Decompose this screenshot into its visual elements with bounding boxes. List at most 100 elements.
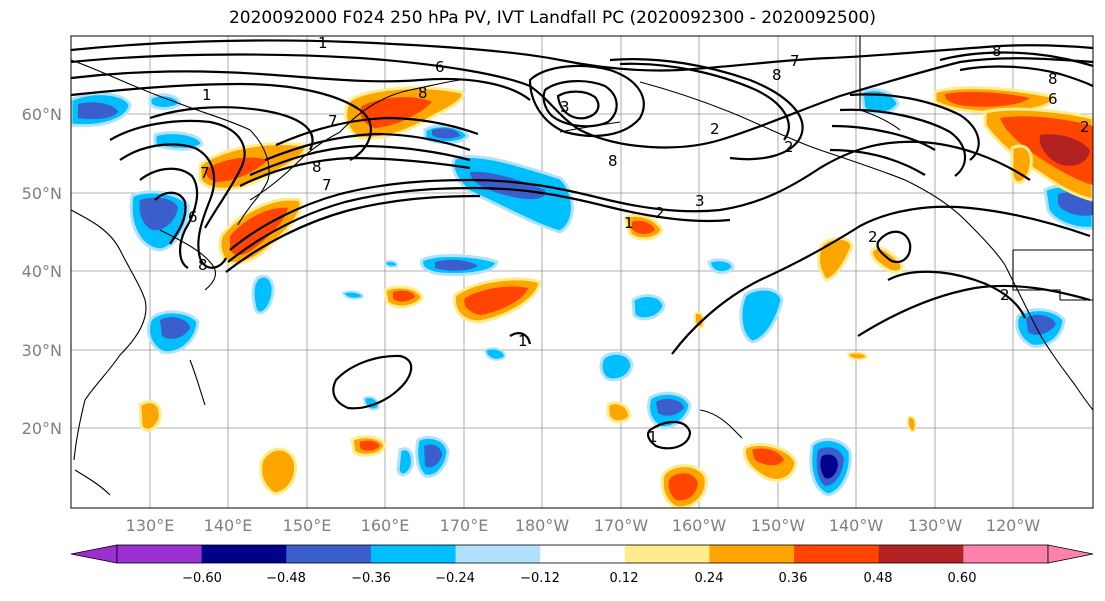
positive-anomaly-shade bbox=[360, 440, 380, 451]
negative-anomaly-shade bbox=[656, 398, 684, 416]
negative-anomaly-shade bbox=[470, 171, 546, 200]
positive-anomaly-shade bbox=[360, 97, 432, 128]
lat-label: 60°N bbox=[22, 105, 62, 124]
contour-label: 3 bbox=[695, 192, 705, 210]
negative-anomaly-shade bbox=[599, 351, 634, 382]
colorbar-segment bbox=[624, 545, 710, 563]
lon-label: 150°W bbox=[751, 516, 806, 535]
negative-anomaly-shade bbox=[251, 274, 275, 315]
negative-anomaly-shade bbox=[160, 317, 190, 339]
contour-label: 2 bbox=[1080, 118, 1090, 136]
lon-label: 120°W bbox=[986, 516, 1041, 535]
lat-label: 20°N bbox=[22, 419, 62, 438]
negative-anomaly-shade bbox=[707, 258, 735, 275]
colorbar-tick-label: −0.24 bbox=[435, 571, 475, 586]
contour-label: 2 bbox=[710, 120, 720, 138]
colorbar-tick-label: 0.60 bbox=[948, 571, 977, 586]
negative-anomaly-shade bbox=[396, 447, 414, 477]
pv-contours bbox=[71, 39, 1093, 450]
positive-anomaly-shade bbox=[632, 220, 655, 235]
colorbar-lower-extend bbox=[70, 544, 118, 564]
colorbar-segment bbox=[286, 545, 372, 563]
latitude-labels: 60°N 50°N 40°N 30°N 20°N bbox=[22, 105, 62, 438]
lon-label: 170°E bbox=[440, 516, 489, 535]
colorbar-tick-label: −0.48 bbox=[266, 571, 306, 586]
negative-anomaly-shade bbox=[341, 290, 365, 300]
contour-label: 8 bbox=[418, 84, 428, 102]
contour-label: 7 bbox=[200, 164, 210, 182]
colorbar-segment bbox=[794, 545, 880, 563]
contour-label: 1 bbox=[624, 214, 634, 232]
colorbar-tick-label: 0.36 bbox=[779, 571, 808, 586]
colorbar-segments bbox=[116, 544, 1049, 564]
contour-label: 6 bbox=[435, 58, 445, 76]
lat-label: 30°N bbox=[22, 341, 62, 360]
positive-anomaly-shade bbox=[906, 415, 917, 433]
negative-anomaly-shade bbox=[383, 260, 399, 268]
map-title: 2020092000 F024 250 hPa PV, IVT Landfall… bbox=[228, 8, 876, 28]
colorbar-tick-label: −0.12 bbox=[520, 571, 560, 586]
lat-label: 40°N bbox=[22, 262, 62, 281]
colorbar-segment bbox=[963, 545, 1049, 563]
contour-label: 8 bbox=[772, 66, 782, 84]
lon-label: 150°E bbox=[283, 516, 332, 535]
colorbar-segment bbox=[201, 545, 287, 563]
contour-label: 7 bbox=[328, 112, 338, 130]
negative-anomaly-shade bbox=[631, 293, 666, 321]
lon-label: 180°W bbox=[515, 516, 570, 535]
negative-anomaly-shade bbox=[483, 347, 507, 361]
contour-label: 8 bbox=[198, 256, 208, 274]
lon-label: 140°E bbox=[204, 516, 253, 535]
contour-label: 2 bbox=[655, 204, 665, 222]
positive-anomaly-shade bbox=[944, 91, 1030, 107]
positive-anomaly-shade bbox=[259, 447, 298, 496]
negative-anomaly-shade bbox=[435, 259, 478, 271]
positive-anomaly-shade bbox=[752, 448, 784, 466]
contour-labels: 1 6 7 8 3 7 8 8 7 8 6 2 3 1 2 7 8 2 8 6 … bbox=[188, 36, 1090, 446]
positive-anomaly-shade bbox=[606, 401, 632, 424]
contour-label: 8 bbox=[992, 42, 1002, 60]
contour-label: 1 bbox=[518, 332, 528, 350]
positive-anomaly-shade bbox=[206, 157, 268, 182]
positive-anomaly-shade bbox=[138, 400, 162, 432]
negative-anomaly-shade bbox=[78, 102, 118, 120]
contour-label: 6 bbox=[1048, 90, 1058, 108]
positive-anomaly-shade bbox=[846, 351, 869, 361]
contour-label: 3 bbox=[560, 98, 570, 116]
negative-anomaly-shade bbox=[739, 287, 784, 344]
colorbar-tick-label: −0.36 bbox=[351, 571, 391, 586]
colorbar-segment bbox=[455, 545, 541, 563]
longitude-labels: 130°E 140°E 150°E 160°E 170°E 180°W 170°… bbox=[126, 516, 1041, 535]
negative-anomaly-shade bbox=[1026, 314, 1056, 335]
map-frame bbox=[70, 35, 1094, 509]
colorbar-segment bbox=[540, 545, 626, 563]
contour-label: 8 bbox=[312, 158, 322, 176]
positive-anomaly-shade bbox=[464, 286, 528, 315]
lon-label: 140°W bbox=[829, 516, 884, 535]
lon-label: 170°W bbox=[594, 516, 649, 535]
colorbar-tick-label: −0.60 bbox=[182, 571, 222, 586]
positive-anomaly-shade bbox=[870, 246, 904, 274]
colorbar-tick-label: 0.24 bbox=[695, 571, 724, 586]
lon-label: 130°W bbox=[908, 516, 963, 535]
lon-label: 160°W bbox=[672, 516, 727, 535]
contour-label: 6 bbox=[188, 208, 198, 226]
positive-anomaly-shade bbox=[693, 311, 705, 329]
negative-anomaly-shade bbox=[432, 128, 460, 139]
contour-label: 1 bbox=[648, 428, 658, 446]
negative-anomaly-shade bbox=[153, 131, 204, 151]
contour-label: 8 bbox=[1048, 70, 1058, 88]
contour-label: 7 bbox=[790, 52, 800, 70]
positive-anomaly-shade bbox=[1010, 144, 1033, 185]
lat-label: 50°N bbox=[22, 184, 62, 203]
contour-label: 2 bbox=[784, 138, 794, 156]
lon-label: 160°E bbox=[361, 516, 410, 535]
contour-label: 8 bbox=[608, 152, 618, 170]
positive-anomaly-shade bbox=[668, 473, 698, 501]
coastlines bbox=[71, 36, 1093, 496]
ivt-anomaly-shading bbox=[71, 86, 1093, 508]
positive-anomaly-shade bbox=[1039, 134, 1090, 166]
contour-label: 1 bbox=[202, 86, 212, 104]
colorbar-segment bbox=[878, 545, 964, 563]
